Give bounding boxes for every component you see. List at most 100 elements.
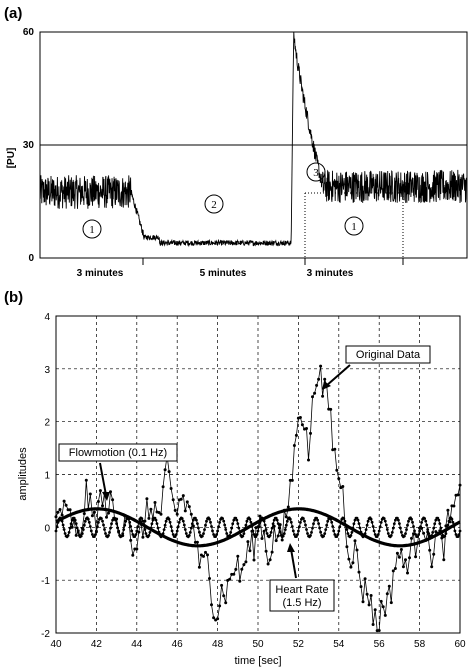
heart-rate-point bbox=[439, 526, 443, 530]
panel-a-ytick: 30 bbox=[23, 140, 35, 151]
original-data-point bbox=[422, 531, 426, 535]
heart-rate-point bbox=[63, 532, 67, 535]
original-data-point bbox=[220, 583, 224, 587]
original-data-point bbox=[181, 494, 185, 498]
original-data-point bbox=[167, 470, 171, 474]
original-data-point bbox=[272, 524, 276, 528]
original-data-point bbox=[276, 534, 280, 538]
heart-rate-point bbox=[333, 533, 337, 536]
original-data-point bbox=[446, 508, 450, 512]
heart-rate-point bbox=[109, 526, 112, 530]
heart-rate-point bbox=[75, 526, 79, 530]
original-data-point bbox=[88, 492, 92, 496]
heart-rate-point bbox=[349, 534, 353, 537]
panel-b-xtick: 52 bbox=[293, 639, 305, 650]
heart-rate-point bbox=[420, 521, 423, 524]
original-data-point bbox=[452, 504, 456, 508]
heart-rate-point bbox=[310, 531, 313, 534]
heart-rate-point bbox=[229, 531, 233, 534]
original-data-point bbox=[379, 599, 383, 603]
original-data-point bbox=[286, 505, 290, 509]
heart-rate-point bbox=[212, 533, 216, 536]
original-data-point bbox=[399, 548, 403, 551]
heart-rate-point bbox=[217, 525, 221, 529]
heart-rate-point bbox=[386, 532, 390, 535]
heart-rate-point bbox=[66, 534, 70, 537]
heart-rate-point bbox=[377, 529, 381, 533]
heart-rate-point bbox=[412, 525, 415, 528]
panel-b-label: (b) bbox=[4, 289, 23, 306]
panel-a-series-line bbox=[39, 31, 468, 248]
heart-rate-point bbox=[366, 519, 370, 523]
heart-rate-point bbox=[110, 522, 113, 526]
heart-rate-point bbox=[176, 525, 180, 529]
heart-rate-point bbox=[405, 528, 408, 531]
panel-b-ylabel: amplitudes bbox=[17, 447, 29, 501]
heart-rate-point bbox=[264, 528, 268, 531]
original-data-point bbox=[410, 536, 413, 540]
original-data-point bbox=[274, 539, 278, 543]
original-data-point bbox=[337, 477, 341, 481]
heart-rate-point bbox=[406, 523, 409, 527]
heart-rate-point bbox=[231, 522, 235, 526]
original-data-point bbox=[367, 603, 371, 607]
heart-rate-point bbox=[285, 519, 289, 523]
heart-rate-point bbox=[203, 528, 206, 531]
heart-rate-point bbox=[384, 523, 388, 527]
heart-rate-point bbox=[107, 534, 110, 537]
original-data-point bbox=[246, 540, 250, 544]
panel-b-ytick: 2 bbox=[44, 418, 50, 429]
original-data-point bbox=[371, 623, 375, 626]
heart-rate-point bbox=[290, 525, 294, 528]
original-data-point bbox=[210, 603, 213, 607]
annotation-original-data: Original Data bbox=[356, 349, 421, 361]
heart-rate-point bbox=[208, 517, 211, 521]
heart-rate-point bbox=[336, 533, 340, 536]
heart-rate-point bbox=[163, 523, 167, 527]
heart-rate-point bbox=[54, 529, 58, 533]
original-data-point bbox=[94, 530, 98, 534]
original-data-point bbox=[202, 554, 205, 558]
original-data-point bbox=[204, 550, 207, 554]
heart-rate-point bbox=[383, 519, 387, 523]
heart-rate-point bbox=[350, 531, 354, 534]
heart-rate-point bbox=[437, 518, 441, 522]
heart-rate-point bbox=[256, 529, 260, 533]
original-data-point bbox=[313, 391, 317, 395]
heart-rate-point bbox=[390, 531, 394, 534]
heart-rate-point bbox=[124, 519, 128, 523]
phase-marker-text: 1 bbox=[351, 221, 357, 233]
original-data-point bbox=[369, 594, 373, 597]
heart-rate-point bbox=[411, 520, 414, 524]
heart-rate-point bbox=[174, 533, 178, 536]
heart-rate-point bbox=[382, 517, 386, 520]
original-data-point bbox=[456, 493, 460, 497]
heart-rate-point bbox=[322, 534, 325, 538]
original-data-point bbox=[163, 468, 167, 472]
phase-marker-text: 3 bbox=[313, 167, 319, 179]
original-data-point bbox=[238, 579, 242, 583]
heart-rate-point bbox=[378, 525, 382, 529]
original-data-point bbox=[234, 567, 238, 571]
heart-rate-point bbox=[83, 519, 87, 523]
heart-rate-point bbox=[451, 520, 455, 524]
original-data-point bbox=[82, 512, 86, 516]
heart-rate-point bbox=[140, 517, 144, 520]
heart-rate-point bbox=[144, 532, 148, 535]
heart-rate-point bbox=[268, 534, 272, 537]
heart-rate-point bbox=[177, 521, 181, 524]
heart-rate-point bbox=[297, 529, 300, 533]
heart-rate-point bbox=[309, 534, 312, 537]
heart-rate-point bbox=[183, 528, 187, 531]
original-data-point bbox=[74, 533, 78, 537]
original-data-point bbox=[389, 601, 393, 605]
original-data-point bbox=[58, 508, 62, 511]
panel-b-series bbox=[54, 364, 462, 633]
panel-a-phase-label: 3 minutes bbox=[77, 268, 124, 279]
original-data-point bbox=[309, 431, 312, 435]
original-data-point bbox=[101, 504, 104, 508]
heart-rate-point bbox=[102, 523, 105, 527]
heart-rate-point bbox=[289, 520, 293, 524]
original-data-point bbox=[395, 551, 399, 555]
heart-rate-point bbox=[365, 523, 369, 527]
